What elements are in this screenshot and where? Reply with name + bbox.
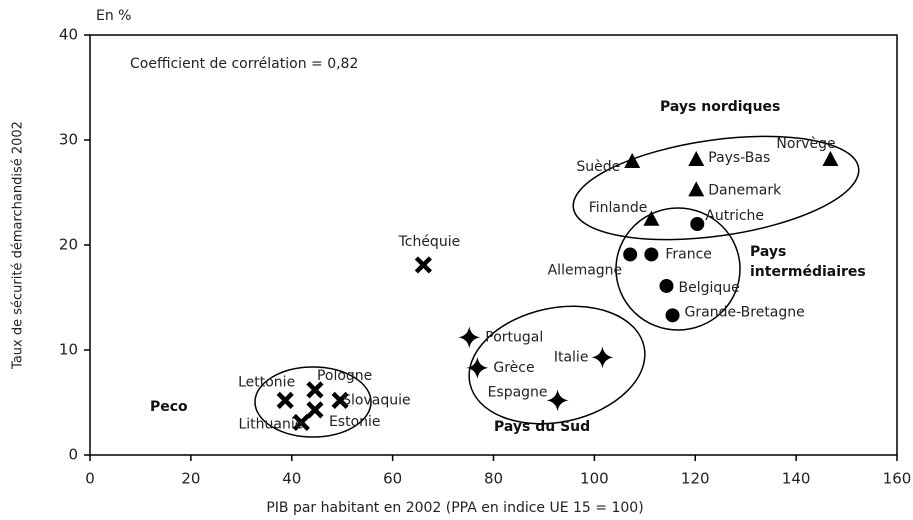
point-label: Slovaquie [342,392,410,408]
group-label: Pays nordiques [660,99,781,115]
point [643,210,660,226]
x-tick-label: 120 [681,470,710,488]
point-label: Tchéquie [398,234,461,250]
point-label: Pologne [317,368,372,384]
x-tick-label: 60 [383,470,402,488]
x-tick-label: 140 [782,470,811,488]
y-tick-label: 40 [59,26,78,44]
annotation: Coefficient de corrélation = 0,82 [130,56,358,72]
point-label: Autriche [705,208,764,224]
x-tick-label: 0 [85,470,95,488]
point [331,391,349,409]
point-label: Lettonie [238,374,295,390]
point [414,256,432,274]
point-label: Lithuanie [238,416,303,432]
point [276,391,294,409]
point [644,247,659,262]
point [688,181,705,197]
point-label: Suède [576,159,620,175]
point [466,356,489,379]
point-label: Belgique [679,280,740,296]
point-label: Grèce [493,360,534,376]
point-label: Estonie [329,414,381,430]
y-tick-label: 20 [59,236,78,254]
x-tick-label: 100 [580,470,609,488]
x-tick-label: 40 [282,470,301,488]
x-tick-label: 20 [181,470,200,488]
y-tick-label: 0 [68,446,78,464]
y-axis-label: Taux de sécurité démarchandisé 2002 [11,121,26,370]
point [458,326,481,349]
point [688,150,705,166]
y-tick-label: 30 [59,131,78,149]
point-label: Portugal [485,329,543,345]
point [665,308,680,323]
point [292,413,310,432]
group-ellipse [572,135,860,241]
point [624,153,641,169]
x-tick-label: 80 [484,470,503,488]
point-label: Italie [554,349,589,365]
x-tick-label: 160 [883,470,912,488]
point [306,401,324,419]
group-ellipse [254,366,372,438]
group-label: Pays du Sud [494,419,591,435]
x-axis-label: PIB par habitant en 2002 (PPA en indice … [266,500,643,516]
group-ellipse [615,207,741,331]
group-ellipse [468,305,646,425]
point-label: France [665,246,712,262]
point [306,381,324,399]
group-label: Pays intermédiaires [750,244,866,280]
point-label: Allemagne [548,262,623,278]
point-label: Finlande [589,200,648,216]
point-label: Danemark [708,182,782,198]
point [623,247,638,262]
y-tick-label: 10 [59,341,78,359]
y-unit: En % [96,8,131,24]
point [690,217,705,231]
point [546,389,569,412]
point-label: Espagne [488,384,548,400]
point-label: Grande-Bretagne [685,304,805,320]
point [591,346,614,369]
point [822,150,839,166]
point-label: Pays-Bas [708,150,770,166]
point-label: Norvège [776,136,835,152]
group-label: Peco [150,399,188,415]
point [659,278,674,293]
